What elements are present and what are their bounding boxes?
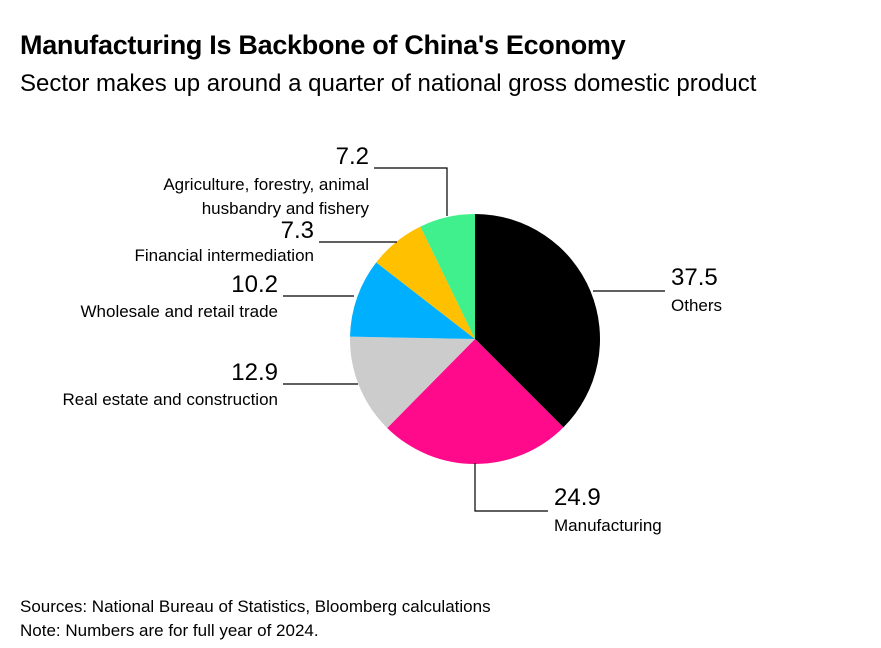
sources-note: Sources: National Bureau of Statistics, … [20, 597, 491, 616]
leader-line-1 [474, 463, 548, 512]
slice-value-2: 12.9 [231, 359, 278, 386]
slice-label-4: Financial intermediation [134, 246, 314, 265]
slice-value-4: 7.3 [281, 217, 314, 244]
slice-label-1: Manufacturing [554, 516, 662, 535]
slice-label-3: Wholesale and retail trade [80, 302, 278, 321]
pie-slice-5 [420, 214, 475, 339]
leader-line-5 [374, 167, 448, 216]
pie-slice-0 [475, 214, 601, 428]
slice-value-3: 10.2 [231, 271, 278, 298]
chart-subtitle: Sector makes up around a quarter of nati… [20, 70, 757, 97]
pie-slice-4 [376, 226, 475, 339]
slice-label-2: Real estate and construction [63, 390, 278, 409]
footnote: Note: Numbers are for full year of 2024. [20, 621, 319, 640]
slice-value-1: 24.9 [554, 484, 601, 511]
slice-value-0: 37.5 [671, 264, 718, 291]
pie-slice-2 [349, 336, 475, 428]
slice-label-0: Others [671, 296, 722, 315]
pie-slice-3 [350, 262, 475, 339]
chart-title: Manufacturing Is Backbone of China's Eco… [20, 30, 626, 60]
slice-label-5: Agriculture, forestry, animal husbandry a… [163, 175, 369, 218]
slice-value-5: 7.2 [336, 143, 369, 170]
pie-slice-1 [387, 339, 564, 465]
